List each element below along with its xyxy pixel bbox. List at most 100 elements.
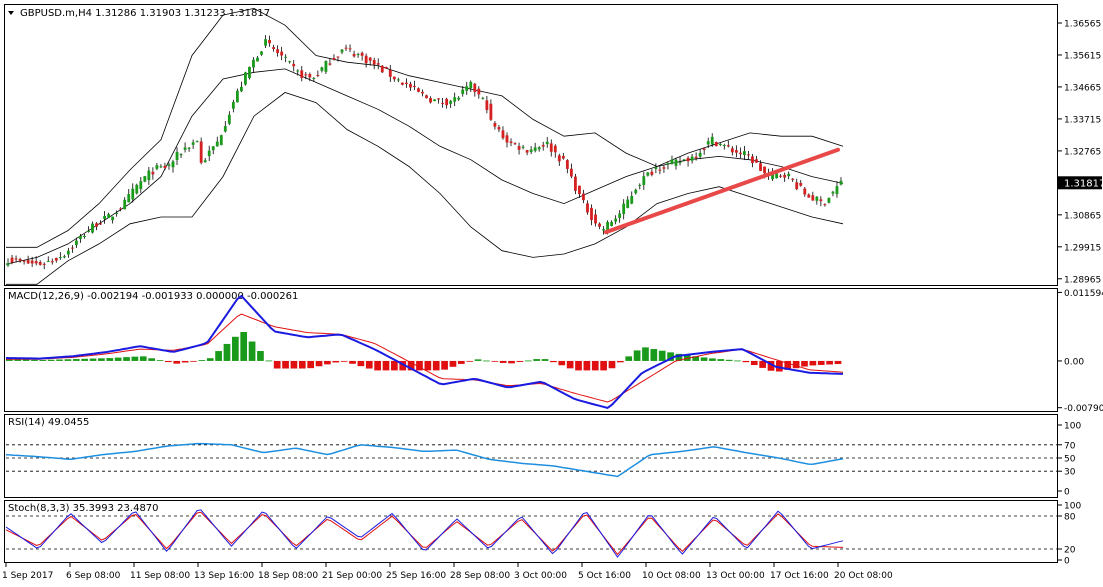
candle-body [521,146,525,148]
candle-body [831,191,835,194]
macd-axis-tick-label: -0.007909 [1064,404,1103,414]
candle-body [54,257,58,261]
candle-body [646,172,650,176]
candle-body [823,204,827,206]
candle-body [344,47,348,49]
candle-body [191,142,195,145]
macd-histogram-bar [215,351,222,361]
macd-histogram-bar [776,360,783,372]
stoch-axis-tick-label: 80 [1064,513,1076,523]
candle-body [618,213,622,218]
candle-body [513,143,517,145]
macd-histogram-bar [499,360,507,363]
macd-histogram-bar [817,360,825,365]
candle-body [815,196,819,201]
macd-histogram-bar [265,360,273,362]
candle-body [783,174,787,178]
macd-histogram-bar [734,360,741,362]
candle-body [62,256,66,258]
candle-body [413,85,416,87]
candle-body [276,49,280,54]
macd-histogram-bar [575,360,582,371]
candle-body [155,165,159,169]
macd-histogram-bar [81,358,89,361]
candle-body [718,144,722,146]
candle-body [489,103,493,120]
candle-body [364,55,368,64]
macd-histogram-bar [667,352,674,361]
rsi-y-axis: 100 70 50 30 0 [1058,422,1081,498]
candle-body [46,261,50,263]
macd-histogram-bar [391,360,398,371]
macd-histogram-bar [541,359,549,361]
candle-body [702,148,706,150]
candle-body [151,171,155,175]
price-axis-tick-label: 1.28965 [1064,275,1101,285]
macd-histogram-bar [56,359,63,361]
time-tick-label: 11 Sep 08:00 [130,571,190,581]
candle-body [714,142,718,147]
rsi-axis-tick-label: 0 [1064,488,1070,498]
candle-body [638,185,642,187]
macd-histogram-bar [399,360,407,371]
candle-body [384,66,388,69]
time-tick-label: 17 Oct 16:00 [770,571,829,581]
candle-body [70,247,74,249]
trendline[interactable] [604,147,840,235]
candle-body [734,150,738,153]
macd-histogram-bar [89,358,97,361]
macd-histogram-bar [508,360,515,364]
candle-body [553,145,557,153]
candle-body [223,126,227,132]
stoch-axis-tick-label: 20 [1064,546,1076,556]
macd-histogram-bar [650,349,658,361]
macd-histogram-bar [290,360,298,369]
macd-histogram-bar [826,360,833,365]
macd-histogram-bar [123,357,130,361]
candle-body [284,56,288,58]
macd-histogram-bar [165,360,172,363]
candle-body [272,47,276,49]
stoch-panel-title: Stoch(8,3,3) 35.3993 23.4870 [8,503,159,514]
macd-histogram-bar [273,360,281,369]
candle-body [763,166,766,174]
candle-body [167,164,171,166]
candle-body [654,167,658,169]
candle-body [83,235,86,238]
candle-body [738,152,742,155]
candle-body [509,141,513,144]
time-tick-label: 6 Sep 08:00 [66,571,121,581]
macd-histogram-bar [39,359,47,361]
current-price-label: 1.31817 [1064,178,1103,189]
candle-body [449,100,453,104]
candle-body [594,214,597,224]
macd-histogram-bar [675,353,683,361]
macd-histogram-bar [516,360,524,362]
candle-body [280,51,284,56]
candle-body [264,39,267,46]
candle-body [658,169,662,171]
candle-body [304,74,308,76]
bollinger-upper-band [6,7,844,248]
time-tick-label: 13 Sep 16:00 [194,571,254,581]
candle-body [372,60,376,65]
time-tick-label: 1 Sep 2017 [2,571,53,581]
macd-histogram-bar [6,359,13,361]
collapse-arrow-icon[interactable] [8,11,14,15]
macd-histogram-bar [349,360,356,364]
candle-body [135,184,139,194]
candle-body [207,150,211,157]
time-tick-label: 21 Sep 00:00 [322,571,382,581]
candle-body [219,135,223,145]
candle-body [807,194,811,198]
candle-body [819,199,823,202]
candle-body [288,61,292,63]
price-axis-tick-label: 1.34665 [1064,83,1101,93]
candle-body [573,176,577,191]
candle-body [690,156,694,161]
candle-body [199,141,203,163]
candle-body [392,76,396,80]
candle-body [292,63,296,67]
macd-histogram-bar [206,358,214,361]
